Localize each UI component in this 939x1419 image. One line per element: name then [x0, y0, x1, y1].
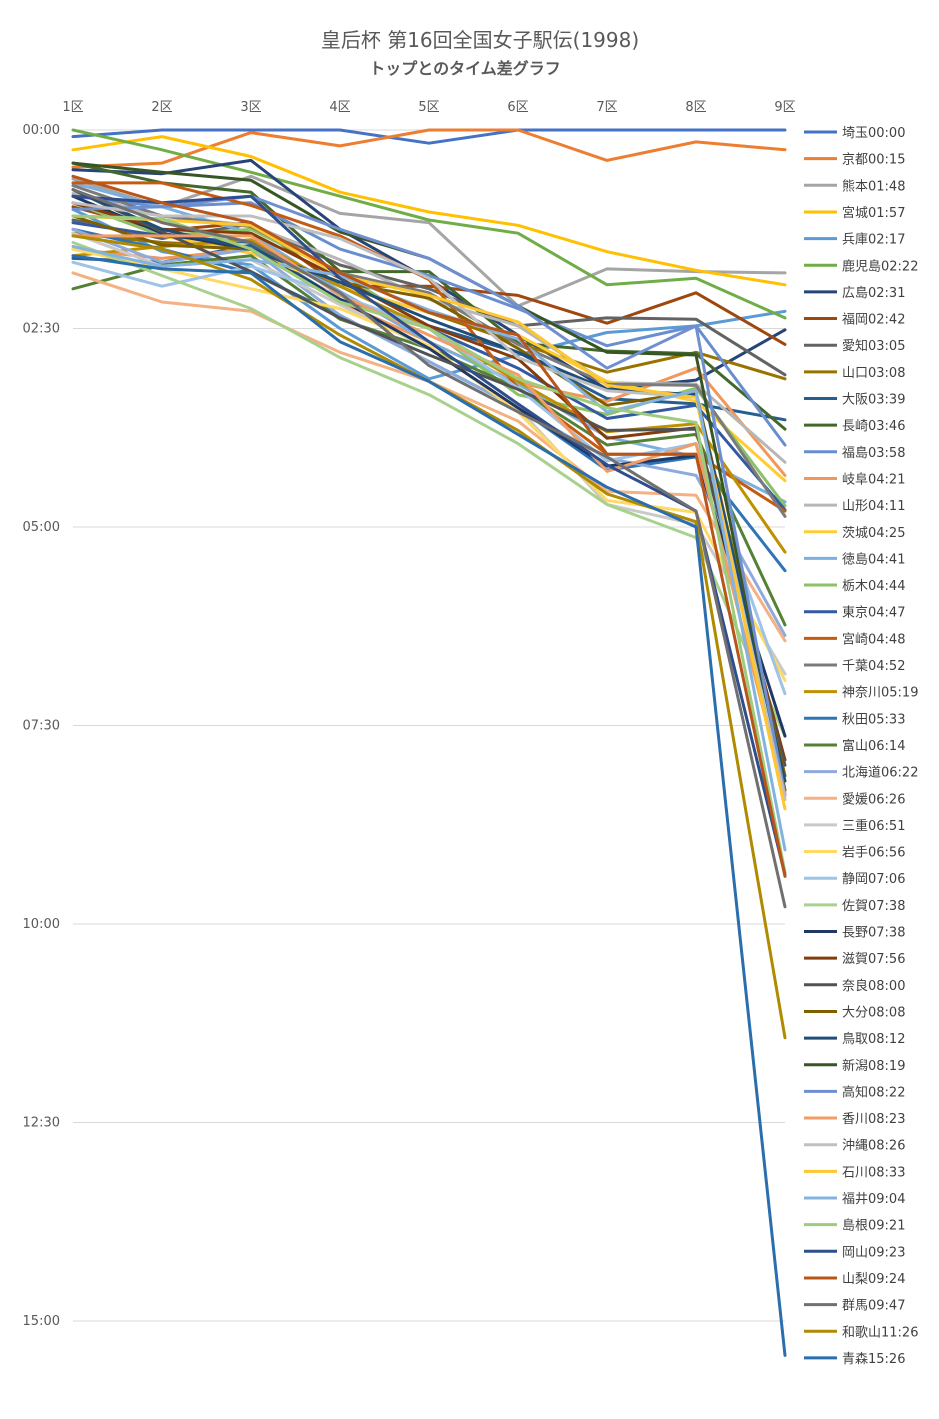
- legend-label: 奈良08:00: [842, 978, 905, 994]
- legend-label: 兵庫02:17: [842, 233, 905, 248]
- legend-label: 宮崎04:48: [842, 631, 905, 647]
- y-tick-label: 02:30: [23, 322, 60, 337]
- legend-label: 福井09:04: [842, 1192, 905, 1207]
- legend-label: 長野07:38: [842, 926, 905, 941]
- legend-label: 長崎03:46: [842, 419, 905, 434]
- series-line-39: [71, 214, 787, 811]
- chart-title: 皇后杯 第16回全国女子駅伝(1998): [321, 28, 639, 52]
- chart-subtitle: トップとのタイム差グラフ: [369, 59, 561, 78]
- x-tick-label: 9区: [774, 100, 795, 115]
- legend-label: 岡山09:23: [842, 1245, 905, 1260]
- series-line-43: [71, 174, 787, 878]
- legend-label: 山形04:11: [842, 499, 905, 514]
- legend-label: 岐阜04:21: [842, 471, 905, 487]
- legend-label: 三重06:51: [842, 818, 905, 834]
- legend-label: 島根09:21: [842, 1219, 905, 1234]
- legend-label: 東京04:47: [842, 605, 905, 621]
- legend-label: 北海道06:22: [842, 766, 918, 781]
- legend-label: 秋田05:33: [842, 712, 905, 727]
- series-line-42: [71, 194, 787, 877]
- legend-label: 福島03:58: [842, 446, 905, 461]
- series-line-40: [71, 245, 787, 852]
- y-tick-label: 05:00: [23, 520, 60, 535]
- series-line-46: [71, 254, 787, 1357]
- legend-label: 富山06:14: [842, 738, 905, 754]
- series-line-0: [71, 128, 787, 145]
- legend-label: 神奈川05:19: [842, 686, 918, 701]
- series-line-44: [71, 188, 787, 909]
- legend-label: 茨城04:25: [842, 526, 905, 541]
- series-lines: [71, 128, 787, 1357]
- legend-label: 岩手06:56: [842, 846, 905, 861]
- y-tick-label: 15:00: [23, 1314, 60, 1329]
- series-line-30: [71, 194, 787, 738]
- series-line-36: [71, 194, 787, 796]
- legend-label: 滋賀07:56: [842, 952, 905, 967]
- legend-label: 大阪03:39: [842, 393, 905, 408]
- x-tick-label: 1区: [62, 100, 83, 115]
- x-tick-label: 3区: [240, 100, 261, 115]
- legend-label: 愛媛06:26: [842, 792, 905, 807]
- legend-label: 広島02:31: [842, 286, 905, 301]
- x-tick-label: 6区: [507, 100, 528, 115]
- series-line-3: [71, 135, 787, 287]
- legend-label: 青森15:26: [842, 1352, 905, 1367]
- y-tick-label: 12:30: [23, 1116, 60, 1131]
- legend-label: 香川08:23: [842, 1112, 905, 1127]
- y-tick-label: 07:30: [23, 719, 60, 734]
- series-line-38: [71, 201, 787, 802]
- series-line-20: [71, 184, 787, 518]
- legend-label: 新潟08:19: [842, 1058, 905, 1074]
- legend-label: 山梨09:24: [842, 1272, 905, 1287]
- legend-label: 福岡02:42: [842, 313, 905, 328]
- legend: 埼玉00:00 京都00:15 熊本01:48 宮城01:57 兵庫02:17 鹿児島02…: [804, 126, 918, 1367]
- x-tick-label: 8区: [685, 100, 706, 115]
- legend-label: 石川08:33: [842, 1165, 905, 1180]
- series-line-27: [71, 247, 787, 682]
- x-tick-label: 7区: [596, 100, 617, 115]
- legend-label: 高知08:22: [842, 1084, 905, 1100]
- legend-label: 千葉04:52: [842, 659, 905, 674]
- legend-label: 宮城01:57: [842, 205, 905, 221]
- y-tick-label: 00:00: [23, 123, 60, 138]
- legend-label: 鹿児島02:22: [842, 258, 918, 274]
- legend-label: 沖縄08:26: [842, 1139, 905, 1154]
- x-tick-label: 4区: [329, 100, 350, 115]
- legend-label: 佐賀07:38: [842, 899, 905, 914]
- series-line-12: [71, 194, 787, 447]
- series-line-5: [71, 128, 787, 320]
- legend-label: 徳島04:41: [842, 552, 905, 567]
- legend-label: 京都00:15: [842, 153, 905, 168]
- y-tick-label: 10:00: [23, 917, 60, 932]
- legend-label: 愛知03:05: [842, 338, 905, 354]
- legend-label: 鳥取08:12: [842, 1032, 905, 1047]
- legend-label: 群馬09:47: [842, 1299, 905, 1314]
- legend-label: 大分08:08: [842, 1005, 905, 1020]
- series-line-1: [71, 128, 787, 169]
- x-tick-label: 2区: [151, 100, 172, 115]
- y-axis-ticks: 00:00 02:30 05:00 07:30 10:00 12:30 15:00: [23, 123, 60, 1329]
- x-axis-ticks: 1区 2区 3区 4区 5区 6区 7区 8区 9区: [62, 100, 795, 115]
- series-line-2: [71, 174, 787, 308]
- legend-label: 和歌山11:26: [842, 1325, 918, 1340]
- legend-label: 埼玉00:00: [842, 126, 905, 141]
- x-tick-label: 5区: [418, 100, 439, 115]
- legend-label: 栃木04:44: [842, 579, 905, 594]
- legend-label: 山口03:08: [842, 366, 905, 381]
- series-line-29: [71, 241, 787, 738]
- legend-label: 静岡07:06: [842, 872, 905, 887]
- legend-label: 熊本01:48: [842, 178, 905, 194]
